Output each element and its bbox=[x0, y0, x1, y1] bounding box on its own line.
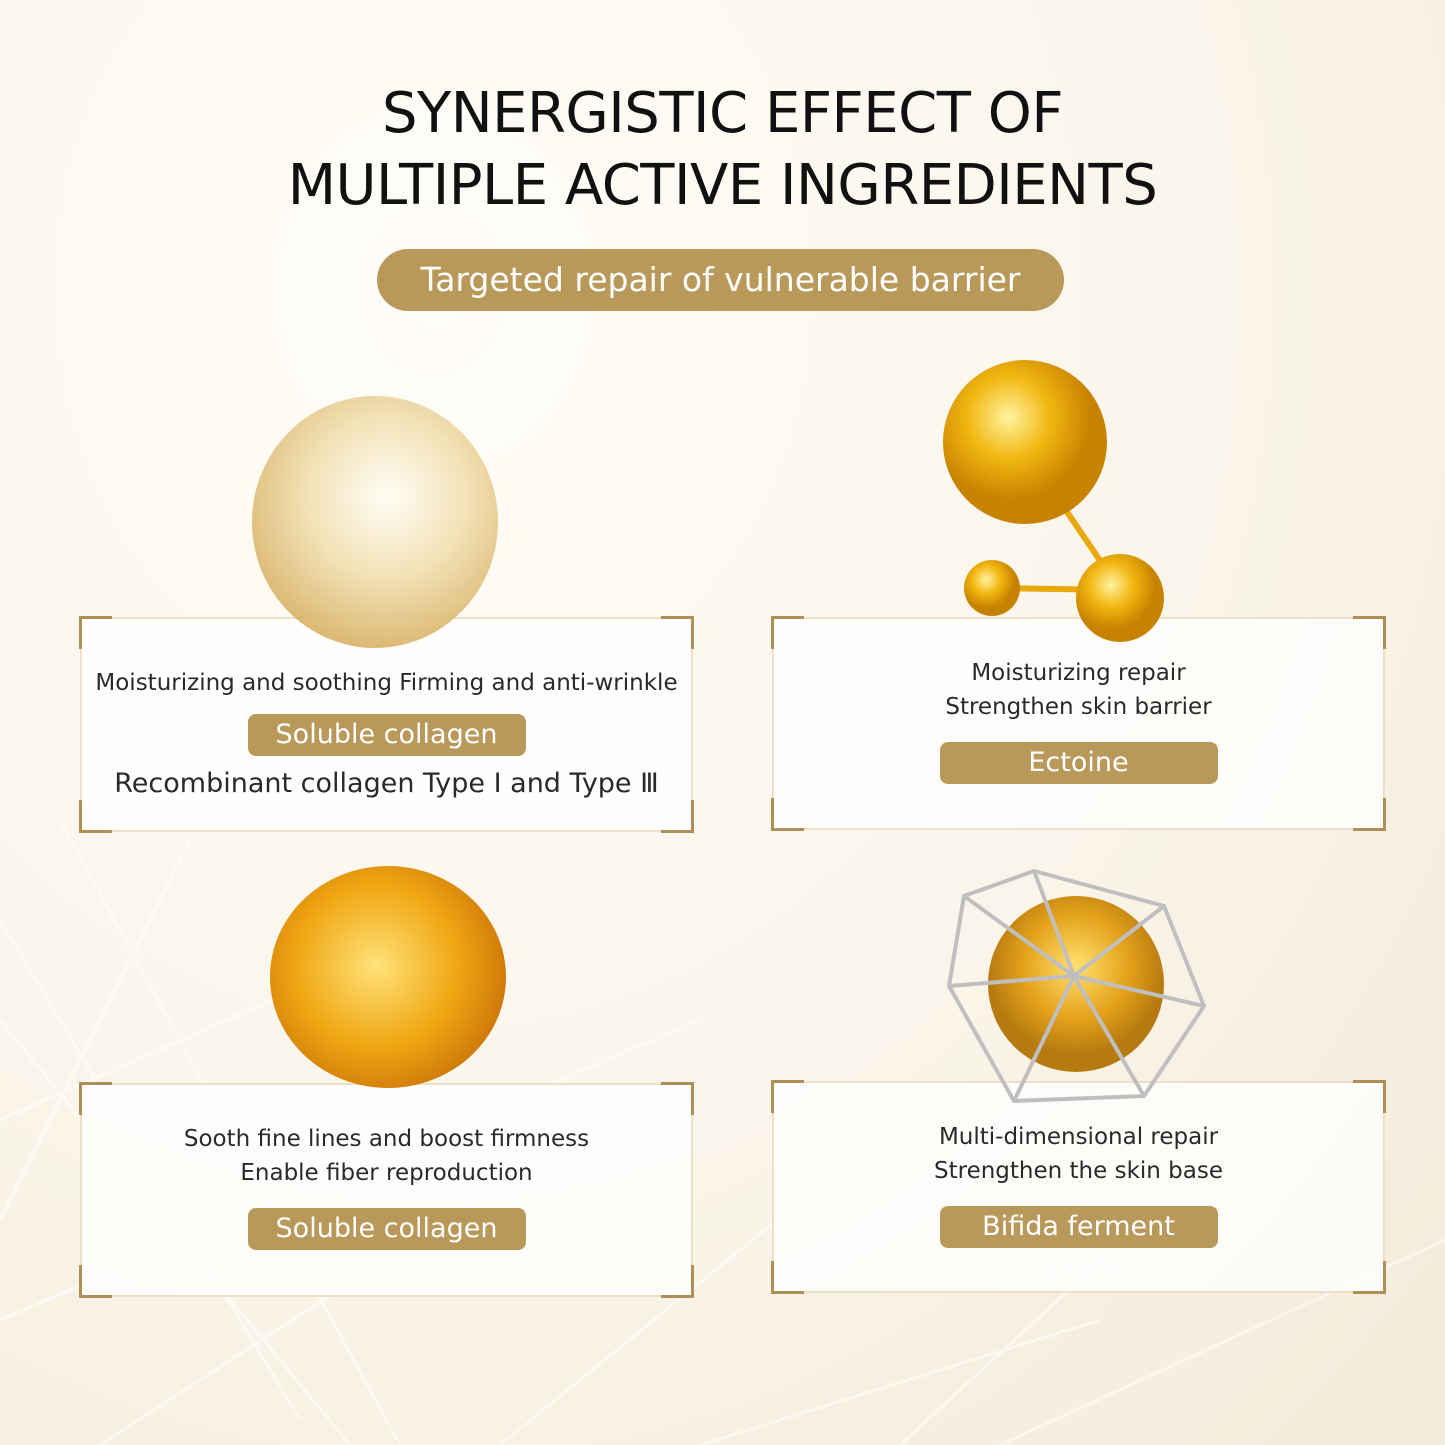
corner-bracket bbox=[771, 616, 804, 649]
ingredient-tag: Bifida ferment lysate bbox=[939, 1206, 1218, 1284]
corner-bracket bbox=[79, 800, 112, 833]
corner-bracket bbox=[79, 616, 112, 649]
ingredient-card-4: Multi-dimensional repair Strengthen the … bbox=[771, 1080, 1386, 1294]
corner-bracket bbox=[79, 1265, 112, 1298]
card-benefit-text: Strengthen skin barrier bbox=[945, 694, 1212, 720]
corner-bracket bbox=[661, 1265, 694, 1298]
caged-sphere-image bbox=[946, 868, 1207, 1104]
amber-sphere-image bbox=[270, 866, 506, 1088]
card-benefit-text: Multi-dimensional repair bbox=[938, 1124, 1219, 1150]
corner-bracket bbox=[771, 1261, 804, 1294]
corner-bracket bbox=[771, 1080, 804, 1113]
ingredient-card-1: Moisturizing and soothing Firming and an… bbox=[79, 616, 694, 833]
corner-bracket bbox=[79, 1082, 112, 1115]
card-benefit-text: Enable fiber reproduction bbox=[240, 1160, 533, 1186]
corner-bracket bbox=[661, 1082, 694, 1115]
page-title: SYNERGISTIC EFFECT OF MULTIPLE ACTIVE IN… bbox=[0, 78, 1445, 222]
corner-bracket bbox=[771, 798, 804, 831]
card-benefit-text: Strengthen the skin base bbox=[934, 1158, 1223, 1184]
card-detail-text: Recombinant collagen Type Ⅰ and Type Ⅲ bbox=[114, 768, 659, 799]
ingredient-tag: Soluble collagen bbox=[247, 714, 526, 756]
title-line-2: MULTIPLE ACTIVE INGREDIENTS bbox=[287, 153, 1158, 218]
corner-bracket bbox=[1353, 1261, 1386, 1294]
corner-bracket bbox=[1353, 1080, 1386, 1113]
corner-bracket bbox=[661, 616, 694, 649]
ingredient-tag: Soluble collagen bbox=[247, 1208, 526, 1250]
card-benefit-text: Moisturizing and soothing Firming and an… bbox=[95, 670, 678, 696]
subtitle-banner: Targeted repair of vulnerable barrier bbox=[377, 249, 1064, 311]
card-benefit-text: Moisturizing repair bbox=[971, 660, 1186, 686]
corner-bracket bbox=[661, 800, 694, 833]
corner-bracket bbox=[1353, 616, 1386, 649]
collagen-gel-image bbox=[252, 396, 498, 648]
ingredient-card-2: Moisturizing repair Strengthen skin barr… bbox=[771, 616, 1386, 831]
molecule-image bbox=[943, 360, 1164, 642]
title-line-1: SYNERGISTIC EFFECT OF bbox=[381, 81, 1064, 146]
ingredient-card-3: Sooth fine lines and boost firmness Enab… bbox=[79, 1082, 694, 1298]
ingredient-tag: Ectoine bbox=[939, 742, 1218, 784]
card-benefit-text: Sooth fine lines and boost firmness bbox=[183, 1126, 590, 1152]
corner-bracket bbox=[1353, 798, 1386, 831]
